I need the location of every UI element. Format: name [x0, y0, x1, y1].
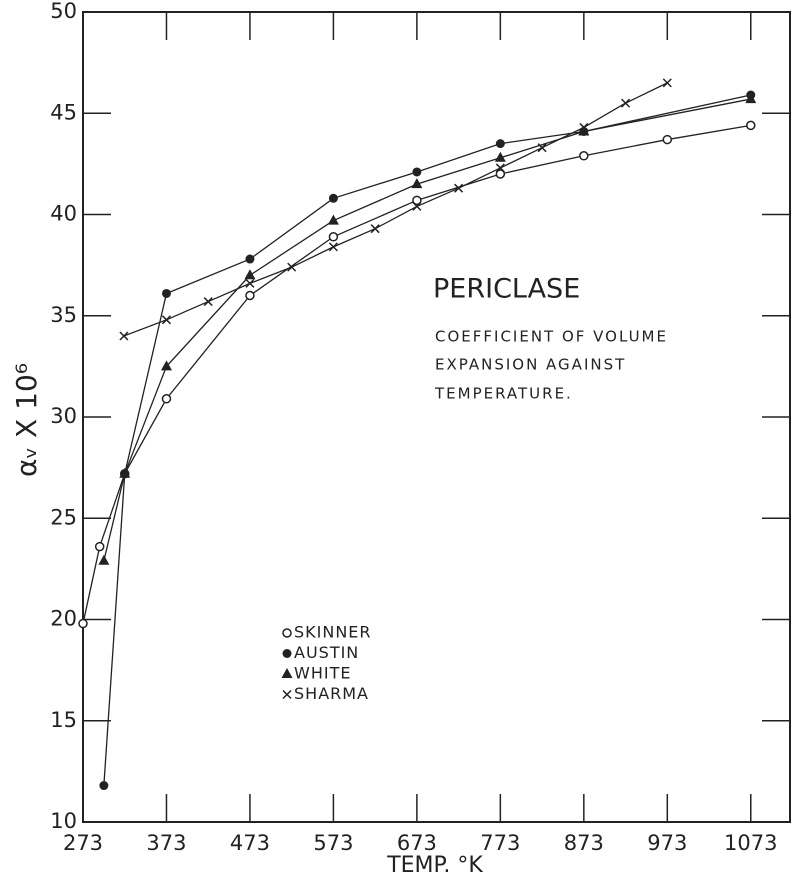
x-axis-label: TEMP. °K — [386, 853, 483, 878]
point — [412, 167, 422, 177]
point — [328, 242, 338, 252]
point — [745, 93, 757, 104]
plot-frame — [82, 11, 791, 823]
point — [579, 151, 589, 161]
x-tick-label: 673 — [397, 831, 437, 855]
point — [412, 201, 422, 211]
legend-marker — [282, 628, 292, 638]
point — [411, 178, 423, 189]
point — [94, 541, 105, 552]
y-tick-label: 30 — [50, 404, 77, 428]
point — [327, 214, 339, 225]
x-tick-label: 273 — [63, 831, 103, 855]
x-tick-label: 873 — [564, 831, 604, 855]
point — [245, 254, 255, 264]
point — [160, 360, 172, 371]
point — [495, 169, 506, 179]
point — [119, 467, 131, 478]
point — [537, 143, 547, 153]
point — [328, 193, 338, 203]
point — [495, 163, 505, 173]
legend-marker — [282, 689, 292, 700]
point — [621, 98, 631, 108]
legend-label: AUSTIN — [294, 643, 359, 662]
point — [578, 125, 590, 136]
point — [662, 78, 672, 88]
legend-label: SHARMA — [294, 684, 369, 703]
legend-label: WHITE — [294, 664, 351, 683]
legend-label: SKINNER — [294, 623, 372, 642]
y-tick-label: 15 — [50, 708, 77, 732]
legend-marker — [282, 649, 292, 658]
legend-marker — [281, 668, 293, 678]
x-tick-label: 473 — [230, 831, 270, 855]
point — [161, 315, 172, 325]
y-tick-label: 25 — [50, 505, 77, 529]
point — [328, 232, 339, 242]
point — [244, 269, 256, 280]
y-axis-label: αᵥ X 10⁶ — [10, 363, 43, 477]
x-tick-label: 1073 — [724, 831, 777, 855]
point — [99, 781, 109, 791]
point — [98, 554, 110, 565]
x-tick-label: 373 — [146, 831, 186, 855]
x-tick-label: 573 — [313, 831, 353, 855]
subtitle: EXPANSION AGAINST — [435, 356, 626, 374]
point — [119, 331, 129, 341]
y-tick-label: 10 — [50, 809, 77, 833]
point — [203, 297, 213, 307]
point — [370, 224, 380, 234]
y-tick-label: 50 — [50, 0, 77, 23]
point — [78, 618, 88, 629]
subtitle: TEMPERATURE. — [434, 385, 573, 403]
y-tick-label: 20 — [50, 607, 77, 631]
point — [287, 262, 297, 272]
point — [161, 288, 171, 298]
point — [454, 183, 464, 193]
y-tick-label: 45 — [50, 100, 77, 124]
x-tick-label: 973 — [647, 831, 687, 855]
point — [494, 151, 506, 162]
point — [746, 120, 756, 131]
subtitle: COEFFICIENT OF VOLUME — [435, 328, 668, 346]
point — [245, 290, 255, 301]
point — [161, 394, 172, 404]
chart-title: PERICLASE — [433, 274, 580, 305]
point — [495, 139, 505, 149]
point — [245, 278, 255, 288]
point — [662, 134, 673, 145]
series-line — [103, 94, 751, 786]
point — [412, 195, 422, 206]
x-tick-label: 773 — [480, 831, 520, 855]
y-tick-label: 35 — [50, 303, 77, 327]
y-tick-label: 40 — [50, 202, 77, 226]
series-line — [123, 82, 668, 337]
point — [579, 122, 589, 132]
